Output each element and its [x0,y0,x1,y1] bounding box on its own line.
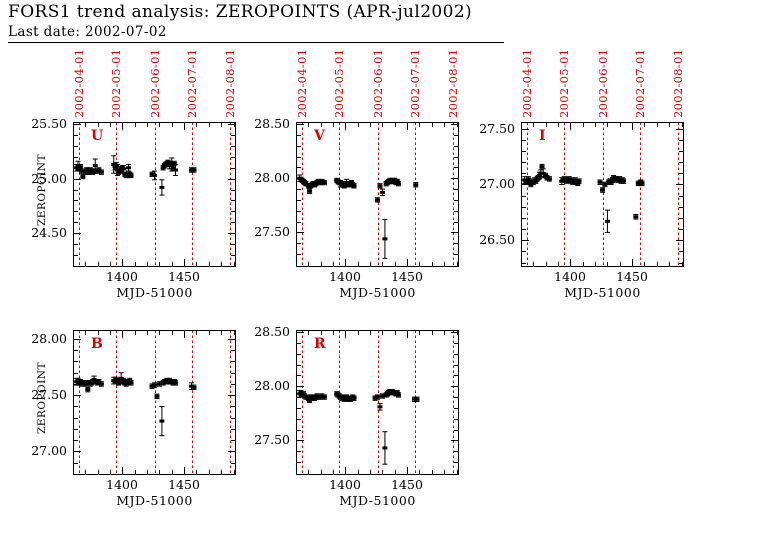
x-tick-label: 1400 [329,269,361,284]
date-label: 2002-04-01 [295,48,309,118]
date-label: 2002-08-01 [671,48,685,118]
last-date-subtitle: Last date: 2002-07-02 [8,24,504,43]
plot-box-I [521,122,684,267]
x-tick-label: 1450 [391,269,423,284]
x-tick-label: 1400 [106,477,138,492]
mjd-axis-label: MJD-51000 [116,285,193,300]
y-tick-label: 24.50 [31,225,67,240]
x-tick-label: 1400 [554,269,586,284]
date-label: 2002-07-01 [633,48,647,118]
mjd-axis-label: MJD-51000 [564,285,641,300]
page-title: FORS1 trend analysis: ZEROPOINTS (APR-ju… [8,2,473,22]
plot-box-R [296,330,459,475]
x-tick-label: 1450 [391,477,423,492]
band-label-B: B [91,336,103,352]
y-tick-label: 27.00 [31,443,67,458]
date-label: 2002-05-01 [557,48,571,118]
x-tick-label: 1450 [168,269,200,284]
y-tick-label: 28.50 [254,324,290,339]
x-tick-label: 1400 [329,477,361,492]
y-tick-label: 25.50 [31,116,67,131]
y-tick-label: 27.50 [31,387,67,402]
date-label: 2002-08-01 [446,48,460,118]
y-tick-label: 27.50 [254,224,290,239]
y-tick-label: 26.50 [479,232,515,247]
mjd-axis-label: MJD-51000 [116,493,193,508]
date-label: 2002-07-01 [185,48,199,118]
date-label: 2002-04-01 [72,48,86,118]
y-tick-label: 27.50 [479,121,515,136]
date-label: 2002-06-01 [371,48,385,118]
date-label: 2002-04-01 [520,48,534,118]
y-tick-label: 28.00 [31,331,67,346]
plot-box-U [73,122,236,267]
zeropoint-axis-label: ZEROPOINT [36,154,48,226]
mjd-axis-label: MJD-51000 [339,285,416,300]
x-tick-label: 1450 [616,269,648,284]
band-label-V: V [314,128,325,144]
y-tick-label: 28.00 [254,378,290,393]
date-label: 2002-08-01 [223,48,237,118]
plot-box-V [296,122,459,267]
band-label-R: R [314,336,326,352]
date-label: 2002-07-01 [408,48,422,118]
mjd-axis-label: MJD-51000 [339,493,416,508]
y-tick-label: 25.00 [31,171,67,186]
date-label: 2002-06-01 [596,48,610,118]
y-tick-label: 27.00 [479,176,515,191]
x-tick-label: 1450 [168,477,200,492]
y-tick-label: 28.00 [254,170,290,185]
y-tick-label: 27.50 [254,432,290,447]
date-label: 2002-05-01 [332,48,346,118]
date-label: 2002-06-01 [148,48,162,118]
plot-box-B [73,330,236,475]
y-tick-label: 28.50 [254,116,290,131]
x-tick-label: 1400 [106,269,138,284]
band-label-I: I [539,128,546,144]
band-label-U: U [91,128,104,144]
date-label: 2002-05-01 [109,48,123,118]
